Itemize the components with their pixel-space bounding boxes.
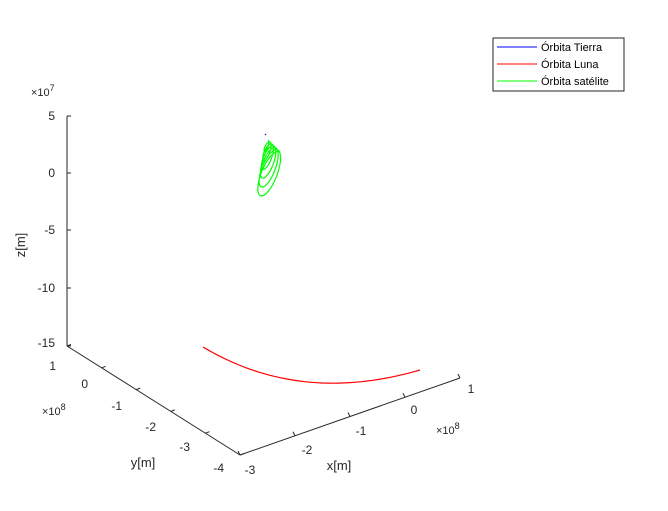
- z-tick-label: 0: [48, 166, 55, 180]
- tick-mark: [292, 431, 296, 436]
- z-multiplier: ×107: [31, 83, 55, 99]
- y-tick-label: -2: [145, 420, 156, 434]
- y-tick-label: 1: [49, 359, 56, 373]
- x-tick-label: 1: [468, 382, 475, 396]
- tick-mark: [457, 373, 461, 379]
- z-tick-label: -5: [44, 223, 55, 237]
- tick-mark: [101, 365, 106, 369]
- series-line-tierra: [264, 133, 267, 136]
- x-tick-label: -1: [356, 424, 367, 438]
- tick-mark: [237, 450, 241, 456]
- tick-mark: [347, 412, 351, 417]
- y-multiplier: ×108: [42, 402, 66, 418]
- tick-mark: [205, 431, 210, 434]
- svg-text:×107: ×107: [31, 83, 55, 99]
- legend-label-luna: Órbita Luna: [541, 58, 599, 71]
- x-tick-label: -3: [245, 463, 256, 477]
- tick-mark: [170, 409, 175, 412]
- z-tick-label: -15: [38, 336, 56, 350]
- y-tick-label: -4: [213, 461, 224, 475]
- series-line-satelite: [257, 139, 282, 197]
- series-line-luna: [202, 346, 421, 384]
- tick-mark: [66, 344, 72, 347]
- tick-marks: [66, 115, 461, 456]
- y-tick-label: -3: [179, 440, 190, 454]
- x-axis-label: x[m]: [327, 458, 352, 473]
- tick-labels: 5 0 -5 -10 -15 1 0 -1 -2 -3 -4 -3 -2 -1 …: [38, 109, 475, 477]
- svg-text:×108: ×108: [42, 402, 66, 418]
- legend: Órbita Tierra Órbita Luna Órbita satélit…: [492, 37, 625, 92]
- z-tick-label: -10: [38, 281, 56, 295]
- z-axis-label: z[m]: [13, 233, 28, 258]
- z-tick-label: 5: [48, 109, 55, 123]
- tick-mark: [239, 453, 245, 456]
- legend-label-satelite: Órbita satélite: [541, 75, 609, 88]
- legend-label-tierra: Órbita Tierra: [541, 41, 603, 54]
- svg-text:×108: ×108: [436, 421, 460, 437]
- x-tick-label: 0: [411, 403, 418, 417]
- x-multiplier: ×108: [436, 421, 460, 437]
- tick-mark: [402, 393, 406, 398]
- x-tick-label: -2: [302, 443, 313, 457]
- y-axis-line: [66, 345, 241, 456]
- series-layer: [202, 133, 421, 384]
- y-tick-label: 0: [81, 377, 88, 391]
- y-tick-label: -1: [111, 399, 122, 413]
- y-axis-label: y[m]: [131, 455, 156, 470]
- tick-mark: [136, 387, 141, 391]
